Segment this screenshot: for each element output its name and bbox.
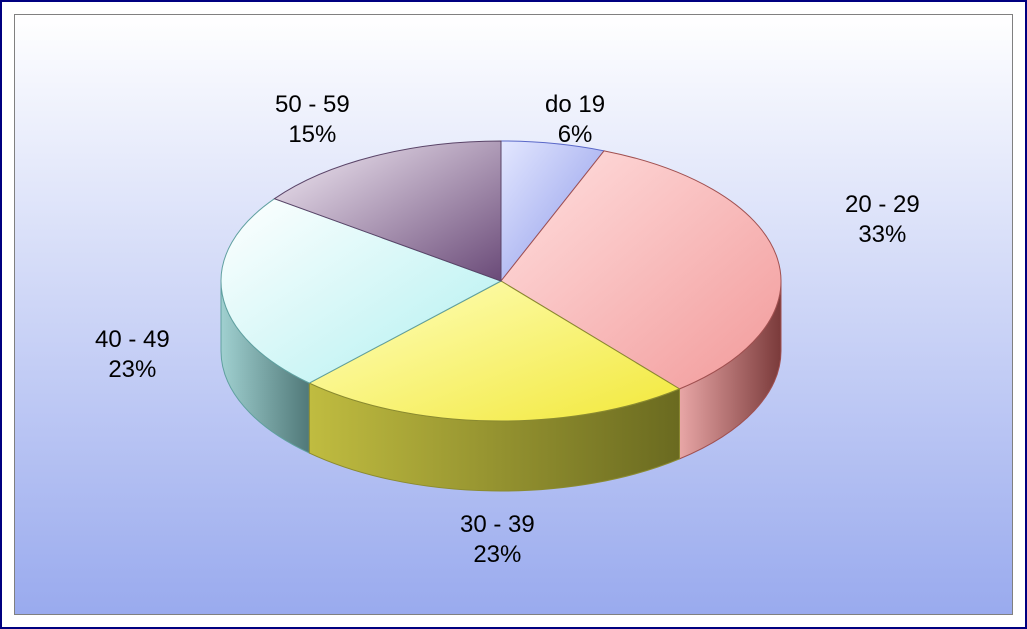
slice-label-20-29: 20 - 29 33% — [845, 190, 920, 250]
slice-category: 20 - 29 — [845, 191, 920, 218]
slice-label-30-39: 30 - 39 23% — [460, 510, 535, 570]
outer-frame: do 19 6% 20 - 29 33% 30 - 39 23% 40 - 49… — [0, 0, 1027, 629]
slice-value: 23% — [473, 541, 521, 568]
slice-value: 6% — [558, 121, 593, 148]
slice-value: 15% — [288, 121, 336, 148]
slice-label-40-49: 40 - 49 23% — [95, 325, 170, 385]
slice-category: 50 - 59 — [275, 91, 350, 118]
chart-panel: do 19 6% 20 - 29 33% 30 - 39 23% 40 - 49… — [14, 14, 1013, 615]
slice-value: 33% — [858, 221, 906, 248]
slice-label-50-59: 50 - 59 15% — [275, 90, 350, 150]
slice-value: 23% — [108, 356, 156, 383]
slice-category: 30 - 39 — [460, 511, 535, 538]
slice-category: do 19 — [545, 91, 605, 118]
slice-label-do19: do 19 6% — [545, 90, 605, 150]
slice-category: 40 - 49 — [95, 326, 170, 353]
